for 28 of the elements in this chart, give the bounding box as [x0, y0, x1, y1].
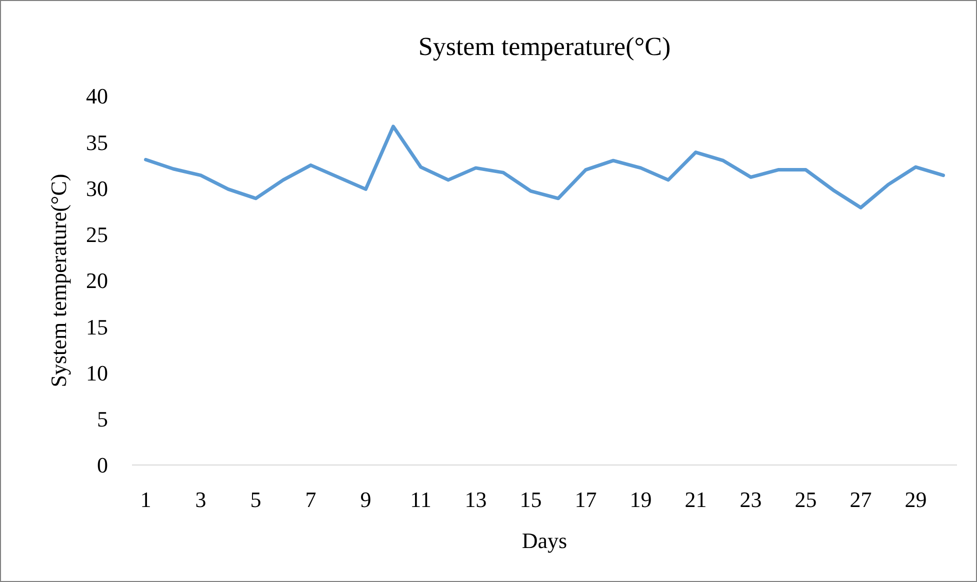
- y-tick-label: 35: [86, 130, 108, 155]
- y-tick-label: 10: [86, 360, 108, 386]
- x-axis-title: Days: [522, 528, 568, 553]
- x-tick-label: 9: [360, 487, 372, 512]
- y-tick-label: 40: [86, 84, 108, 109]
- x-tick-label: 7: [305, 487, 316, 512]
- y-tick-label: 15: [86, 314, 108, 340]
- x-tick-label: 29: [904, 487, 927, 512]
- x-tick-label: 21: [684, 487, 707, 512]
- x-tick-label: 5: [250, 487, 262, 512]
- y-tick-label: 20: [86, 268, 108, 294]
- y-tick-label: 5: [97, 406, 108, 432]
- x-tick-label: 15: [520, 487, 542, 512]
- y-tick-label: 30: [86, 176, 108, 201]
- x-tick-label: 3: [195, 487, 206, 512]
- x-tick-label: 1: [140, 487, 152, 512]
- line-series: [144, 124, 945, 210]
- x-tick-label: 23: [740, 487, 762, 512]
- x-tick-label: 19: [630, 487, 652, 512]
- x-tick-label: 11: [410, 487, 432, 512]
- x-tick-label: 27: [850, 487, 872, 512]
- y-tick-label: 25: [86, 222, 108, 248]
- x-tick-label: 13: [464, 487, 487, 512]
- x-tick-label: 17: [574, 487, 597, 512]
- x-tick-label: 25: [794, 487, 817, 512]
- chart-title: System temperature(°C): [418, 32, 671, 61]
- y-axis-title: System temperature(°C): [46, 174, 71, 388]
- y-tick-label: 0: [97, 452, 108, 478]
